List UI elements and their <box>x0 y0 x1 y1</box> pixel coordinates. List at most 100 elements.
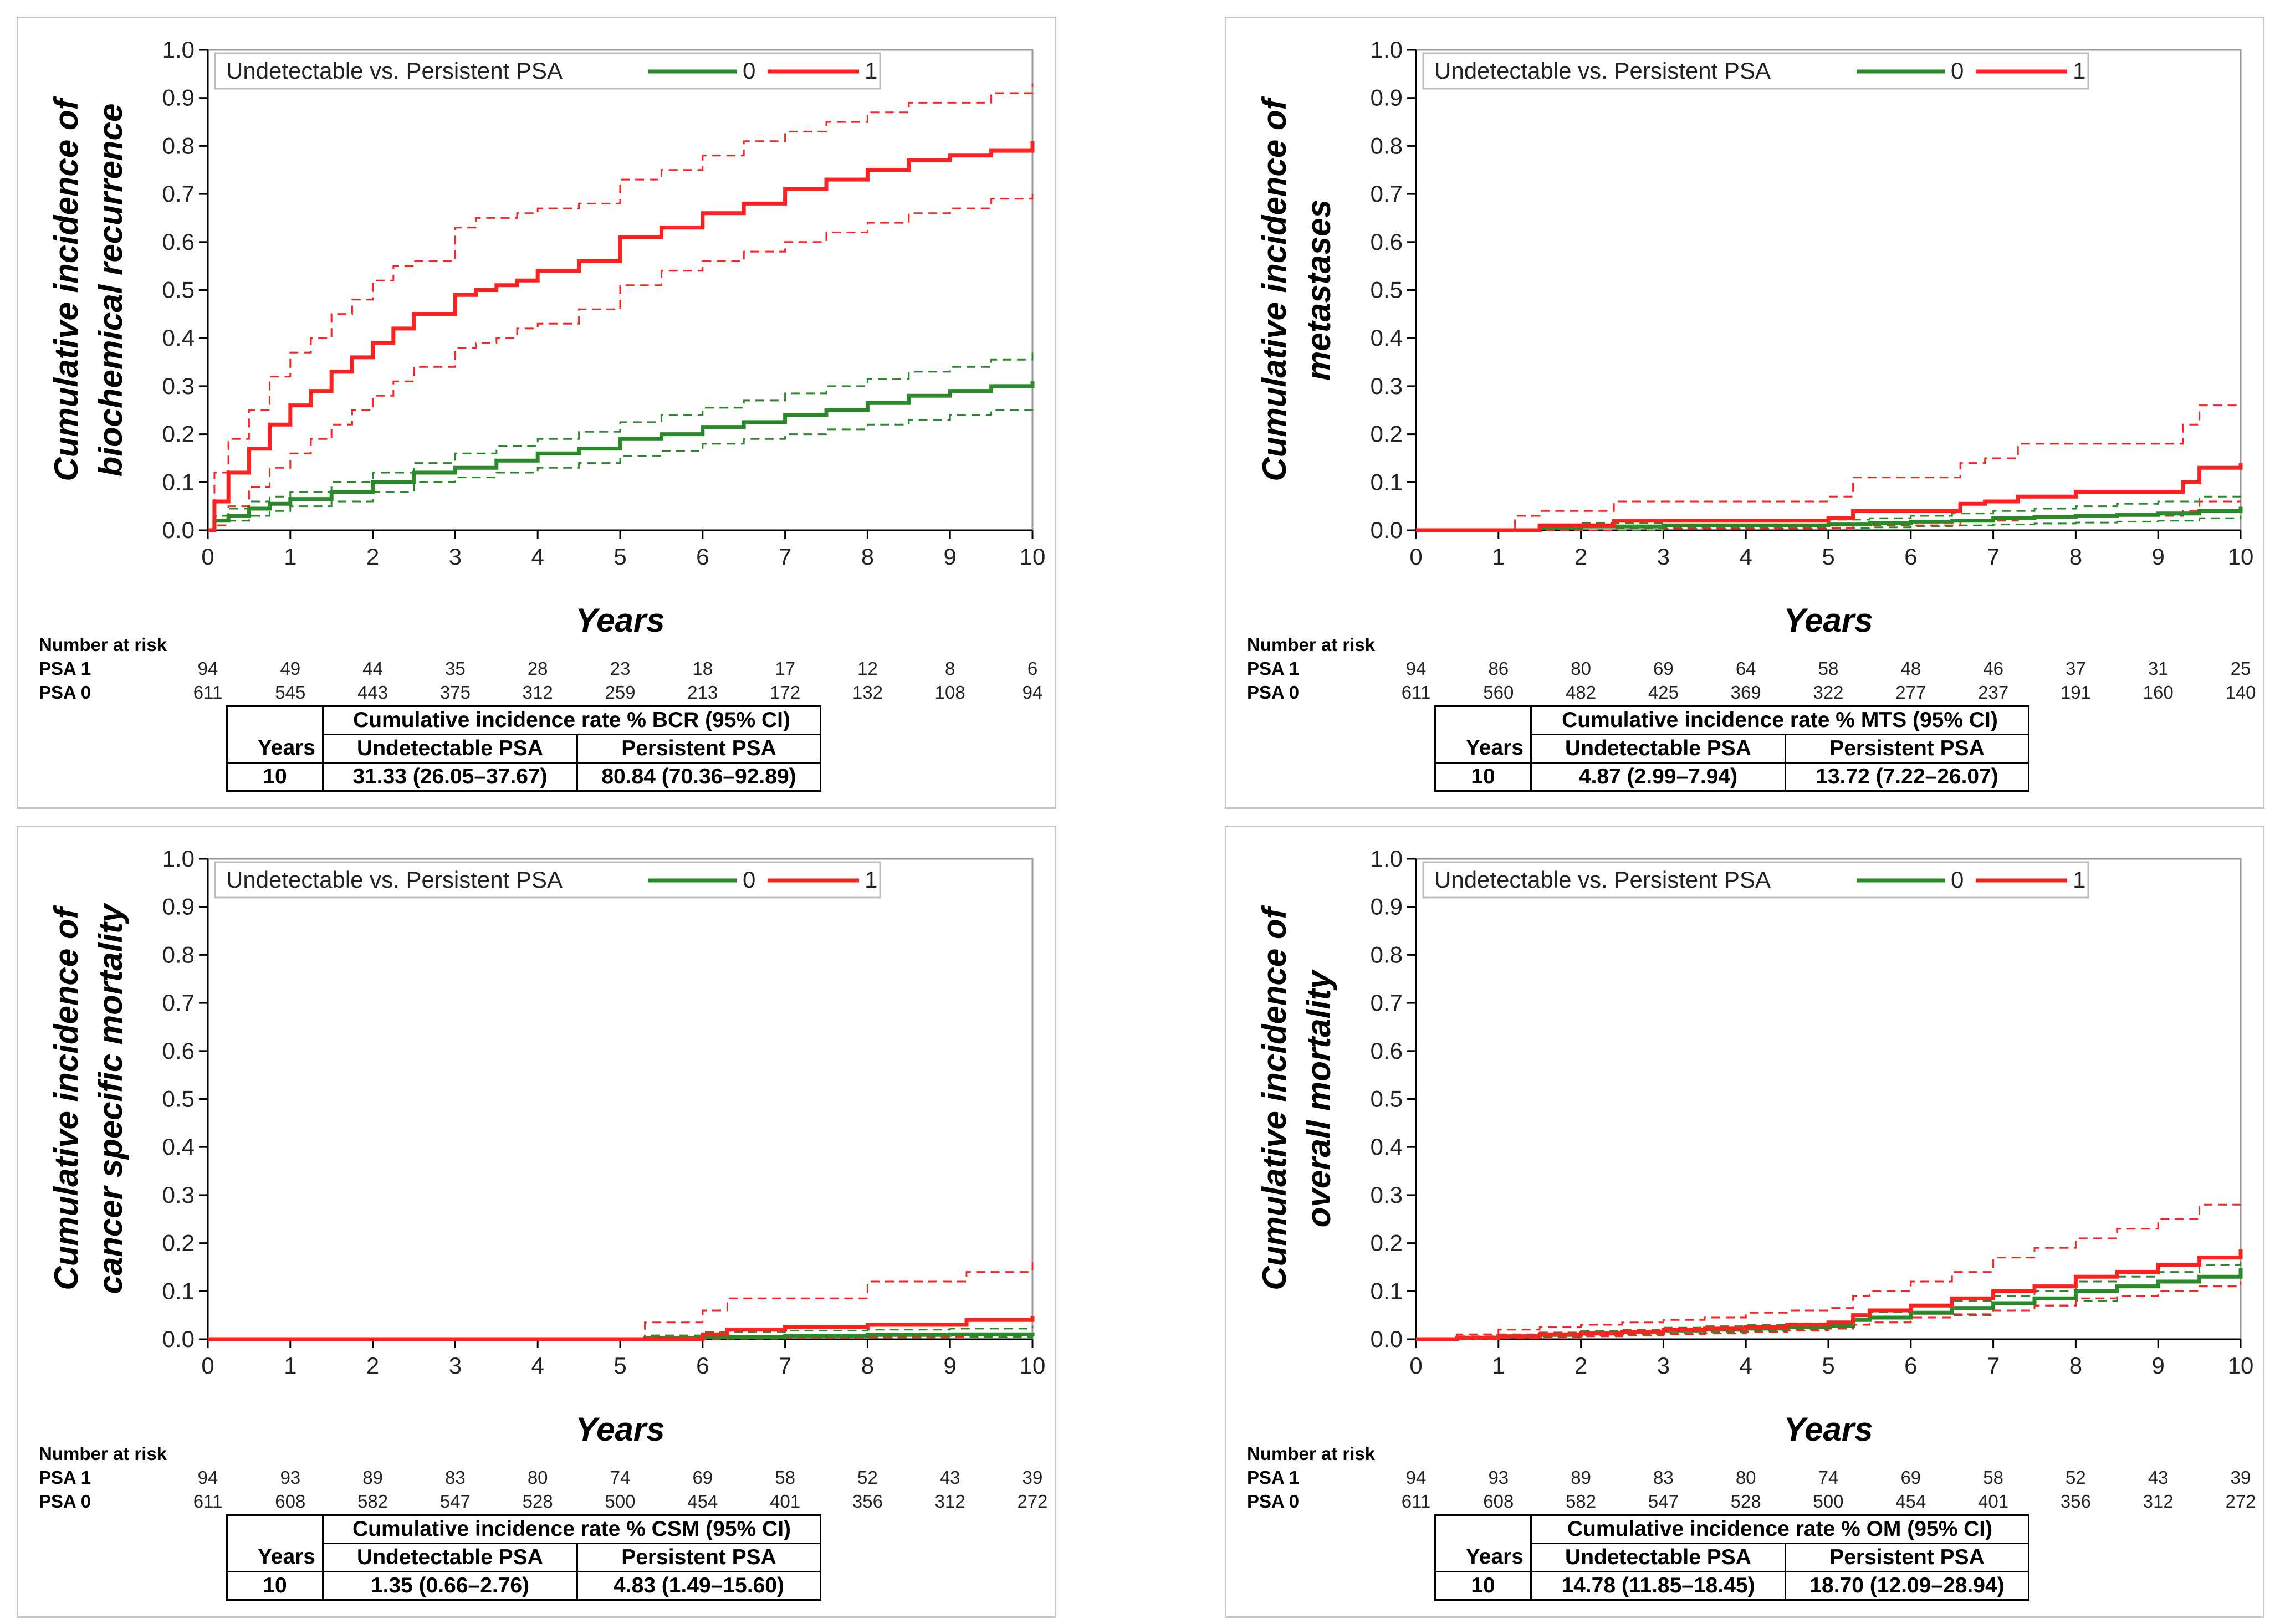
y-tick-label: 0.4 <box>1371 1134 1403 1160</box>
legend: Undetectable vs. Persistent PSA 0 1 <box>214 52 881 90</box>
risk-count: 94 <box>1406 1467 1427 1488</box>
legend-entry-1: 1 <box>865 867 877 893</box>
y-tick-label: 0.3 <box>162 1182 195 1208</box>
y-tick-label: 0.2 <box>162 1230 195 1256</box>
ci-table-title: Cumulative incidence rate % CSM (95% CI) <box>322 1514 821 1544</box>
risk-row-label: PSA 1 <box>1247 1467 1299 1488</box>
y-tick-label: 0.6 <box>162 229 195 255</box>
risk-count: 94 <box>198 1467 218 1488</box>
series-1-estimate-line <box>208 1316 1035 1341</box>
risk-count: 6 <box>1027 658 1037 679</box>
legend-entry-0: 0 <box>1951 58 1964 84</box>
y-tick-label: 0.1 <box>1371 469 1403 495</box>
risk-count: 74 <box>610 1467 631 1488</box>
y-tick-label: 0.8 <box>162 132 195 158</box>
y-tick-label: 1.0 <box>162 37 195 63</box>
risk-count: 37 <box>2066 658 2086 679</box>
y-tick-label: 0.1 <box>162 1278 195 1304</box>
x-tick-label: 1 <box>1492 544 1505 570</box>
y-tick-label: 0.0 <box>162 517 195 543</box>
panel-top-right: 0.0 0.1 0.2 0.3 0.4 0.5 0.6 0.7 0.8 0.9 1.0 0 1 2 3 4 5 6… <box>1225 17 2264 809</box>
risk-count: 608 <box>275 1491 305 1512</box>
x-tick-label: 8 <box>861 1353 874 1379</box>
risk-count: 12 <box>857 658 878 679</box>
risk-count: 454 <box>687 1491 718 1512</box>
risk-count: 425 <box>1648 682 1679 703</box>
x-tick-label: 5 <box>1822 544 1834 570</box>
ci-table-col-persistent: Persistent PSA <box>576 734 821 764</box>
x-tick-label: 3 <box>1657 1353 1670 1379</box>
series-1-estimate-line <box>1416 1249 2243 1341</box>
series-1-upper-ci-line <box>1416 1200 2242 1340</box>
y-tick-label: 0.5 <box>1371 1086 1403 1112</box>
y-axis-label-group: Cumulative incidence of overall mortality <box>1256 905 1337 1290</box>
risk-count: 277 <box>1895 682 1926 703</box>
y-tick-label: 0.4 <box>162 325 195 351</box>
y-tick-label: 0.5 <box>1371 277 1403 303</box>
y-tick-label: 0.7 <box>162 990 195 1016</box>
series-0-upper-ci-line <box>208 352 1034 531</box>
y-tick-label: 0.2 <box>1371 421 1403 447</box>
x-tick-label: 7 <box>1987 544 2000 570</box>
series-1-upper-ci-line <box>1416 404 2241 531</box>
y-axis-label-line-2: metastases <box>1300 199 1337 381</box>
x-tick-label: 6 <box>1904 1353 1917 1379</box>
km-chart-om: 0.0 0.1 0.2 0.3 0.4 0.5 0.6 0.7 0.8 0.9 1.0 0 1 2 3 4 5 6… <box>1247 846 2256 1512</box>
risk-count: 312 <box>523 682 553 703</box>
legend-title: Undetectable vs. Persistent PSA <box>226 58 563 84</box>
ci-table-undetectable-value: 14.78 (11.85–18.45) <box>1530 1571 1786 1601</box>
plot-area-frame <box>207 858 1034 1340</box>
risk-count: 369 <box>1731 682 1761 703</box>
risk-count: 86 <box>1488 658 1509 679</box>
risk-table-header: Number at risk <box>39 1443 167 1464</box>
ci-table-blank-cell <box>1434 705 1532 735</box>
x-axis-label: Years <box>575 602 664 639</box>
y-tick-label: 0.0 <box>1371 1326 1403 1352</box>
risk-count: 160 <box>2143 682 2174 703</box>
ci-table-year-value: 10 <box>226 1571 324 1601</box>
x-tick-label: 4 <box>1740 544 1752 570</box>
y-tick-label: 0.4 <box>1371 325 1403 351</box>
legend-title: Undetectable vs. Persistent PSA <box>1434 58 1771 84</box>
legend-entry-0: 0 <box>743 867 755 893</box>
risk-count: 140 <box>2225 682 2256 703</box>
y-tick-label: 0.9 <box>162 894 195 920</box>
series-0-estimate-line <box>1416 506 2243 532</box>
km-chart-bcr: 0.00.10.20.30.40.50.60.70.80.91.00 1 2 3 4 5 6… <box>39 37 1045 703</box>
risk-count: 8 <box>945 658 955 679</box>
risk-count: 547 <box>1648 1491 1679 1512</box>
y-axis-label-group: Cumulative incidence of cancer specific m… <box>48 903 129 1294</box>
legend: Undetectable vs. Persistent PSA 0 1 <box>1422 52 2089 90</box>
x-tick-label: 5 <box>614 1353 626 1379</box>
ci-table-mts: Cumulative incidence rate % MTS (95% CI)… <box>1434 705 2029 792</box>
ci-table-undetectable-value: 1.35 (0.66–2.76) <box>322 1571 578 1601</box>
risk-count: 83 <box>1653 1467 1674 1488</box>
ci-table-year-value: 10 <box>1434 1571 1532 1601</box>
risk-count: 608 <box>1483 1491 1514 1512</box>
risk-count: 23 <box>610 658 631 679</box>
x-tick-label: 9 <box>2152 1353 2165 1379</box>
risk-count: 43 <box>940 1467 960 1488</box>
risk-count: 272 <box>2225 1491 2256 1512</box>
risk-count: 611 <box>193 1491 223 1512</box>
risk-count: 108 <box>935 682 965 703</box>
risk-count: 528 <box>1731 1491 1761 1512</box>
y-tick-label: 0.0 <box>1371 517 1403 543</box>
x-tick-label: 6 <box>696 544 709 570</box>
y-tick-label: 0.8 <box>1371 132 1403 158</box>
ci-table-years-header: Years <box>226 734 324 764</box>
x-tick-label: 4 <box>531 1353 544 1379</box>
ci-table-title: Cumulative incidence rate % OM (95% CI) <box>1530 1514 2029 1544</box>
legend: Undetectable vs. Persistent PSA 0 1 <box>1422 861 2089 899</box>
series-1-estimate-line <box>1416 463 2243 532</box>
y-tick-label: 1.0 <box>162 846 195 872</box>
y-axis-label-line-2: biochemical recurrence <box>92 104 129 477</box>
risk-count: 528 <box>523 1491 553 1512</box>
x-tick-label: 10 <box>2228 1353 2254 1379</box>
risk-count: 35 <box>445 658 466 679</box>
x-tick-label: 5 <box>614 544 626 570</box>
risk-row-label: PSA 1 <box>1247 658 1299 679</box>
risk-row-label: PSA 1 <box>39 1467 91 1488</box>
risk-count: 272 <box>1017 1491 1047 1512</box>
risk-count: 560 <box>1483 682 1514 703</box>
